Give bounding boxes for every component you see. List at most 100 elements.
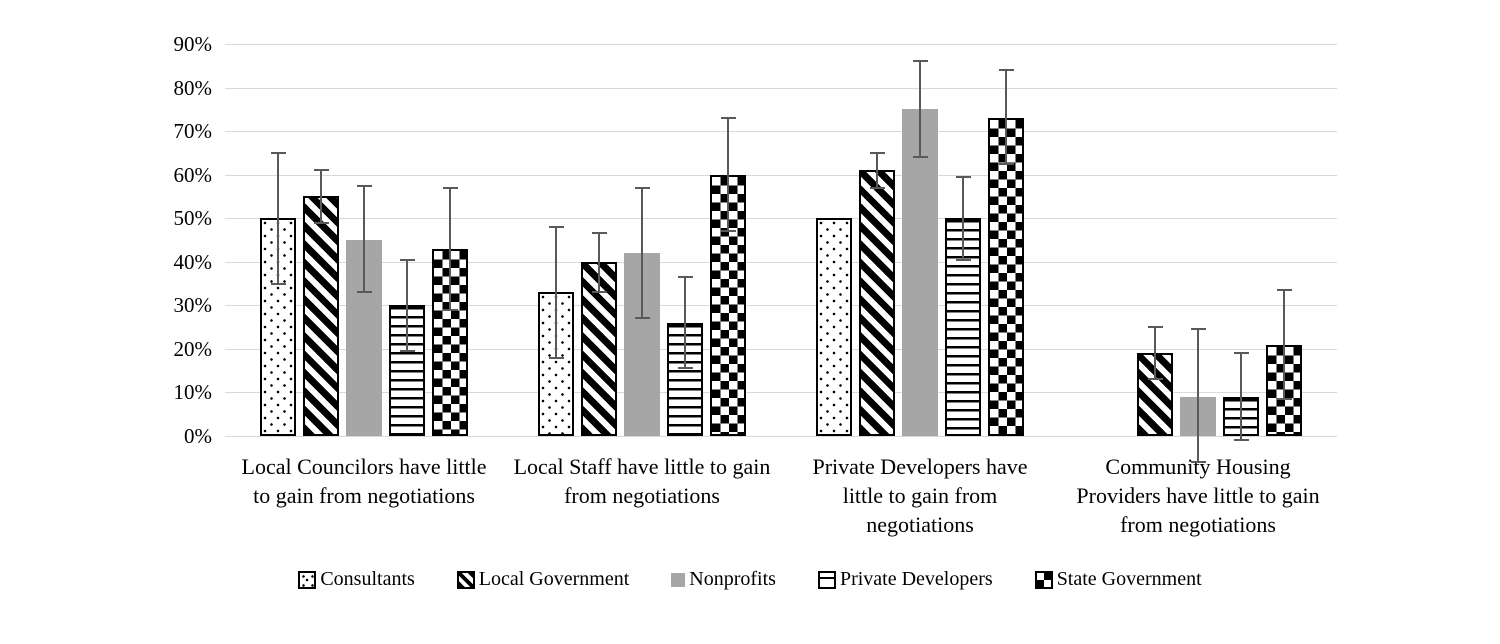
- error-bar-cap: [548, 225, 564, 228]
- legend-item-local-government: Local Government: [456, 568, 630, 591]
- error-bar-cap: [356, 291, 372, 294]
- error-bar-cap: [1190, 461, 1206, 464]
- y-axis-tick-label: 0%: [184, 424, 212, 448]
- gridline: [225, 87, 1337, 89]
- y-axis-tick-label: 80%: [173, 75, 213, 100]
- error-bar-cap: [634, 317, 650, 320]
- category-label: Community Housing Providers have little …: [1076, 454, 1320, 537]
- error-bar-cap: [1276, 397, 1292, 400]
- error-bar-cap: [548, 356, 564, 359]
- gridline: [225, 218, 1337, 220]
- legend-swatch-diagonal-icon: [456, 570, 475, 589]
- gridline: [225, 174, 1337, 176]
- error-bar-cap: [677, 367, 693, 370]
- error-bar-cap: [1147, 326, 1163, 329]
- error-bar-cap: [313, 169, 329, 172]
- error-bar-cap: [442, 186, 458, 189]
- gridline: [225, 131, 1337, 133]
- error-bar-nonprofits: [641, 187, 643, 319]
- error-bar-consultants: [277, 152, 279, 284]
- bar-local-government: [303, 196, 339, 436]
- error-bar-cap: [399, 350, 415, 353]
- error-bar-cap: [912, 156, 928, 159]
- y-axis-tick-label: 90%: [173, 32, 213, 56]
- error-bar-cap: [313, 221, 329, 224]
- bar-private-developers: [667, 322, 703, 436]
- y-axis-tick-label: 60%: [173, 162, 213, 187]
- legend: Consultants Local Government Nonprofits Pri…: [0, 568, 1500, 591]
- error-bar-local-government: [598, 233, 600, 293]
- legend-swatch-dots-icon: [298, 570, 317, 589]
- bar-state-government: [988, 118, 1024, 436]
- legend-label: Nonprofits: [689, 568, 776, 590]
- gridline: [225, 305, 1337, 307]
- error-bar-cap: [1147, 378, 1163, 381]
- error-bar-cap: [720, 117, 736, 120]
- error-bar-cap: [270, 282, 286, 285]
- error-bar-cap: [720, 230, 736, 233]
- legend-label: State Government: [1056, 568, 1202, 590]
- error-bar-state-government: [727, 118, 729, 232]
- bar-private-developers: [389, 305, 425, 436]
- error-bar-cap: [591, 232, 607, 235]
- y-axis-tick-label: 10%: [173, 380, 213, 405]
- gridline: [225, 348, 1337, 350]
- error-bar-cap: [591, 291, 607, 294]
- error-bar-cap: [1233, 352, 1249, 355]
- y-axis-tick-label: 30%: [173, 293, 213, 318]
- legend-item-nonprofits: Nonprofits: [671, 568, 776, 591]
- legend-label: Local Government: [478, 568, 630, 590]
- y-axis-tick-label: 70%: [173, 119, 213, 144]
- category-label: Local Staff have little to gain from neg…: [513, 454, 771, 508]
- error-bar-private-developers: [684, 277, 686, 369]
- error-bar-consultants: [555, 226, 557, 358]
- error-bar-state-government: [1283, 290, 1285, 399]
- error-bar-cap: [356, 184, 372, 187]
- category-label: Private Developers have little to gain f…: [812, 454, 1028, 537]
- legend-label: Consultants: [320, 568, 415, 590]
- error-bar-cap: [634, 186, 650, 189]
- legend-item-private-developers: Private Developers: [817, 568, 993, 591]
- bar-nonprofits: [902, 109, 938, 436]
- error-bar-nonprofits: [919, 61, 921, 158]
- legend-swatch-checker-icon: [1034, 570, 1053, 589]
- error-bar-cap: [1276, 289, 1292, 292]
- error-bar-local-government: [876, 152, 878, 188]
- error-bar-cap: [270, 151, 286, 154]
- error-bar-cap: [998, 162, 1014, 165]
- gridline: [225, 261, 1337, 263]
- legend-label: Private Developers: [839, 568, 993, 590]
- error-bar-private-developers: [962, 176, 964, 260]
- x-axis-labels: Local Councilors have little to gain fro…: [225, 452, 1337, 552]
- y-axis-tick-label: 50%: [173, 206, 213, 231]
- legend-swatch-solid-icon: [671, 572, 686, 587]
- gridline: [225, 392, 1337, 394]
- plot-area: [225, 44, 1337, 464]
- error-bar-cap: [955, 175, 971, 178]
- bar-local-government: [859, 170, 895, 436]
- error-bar-private-developers: [406, 259, 408, 352]
- error-bar-private-developers: [1240, 353, 1242, 441]
- error-bar-cap: [912, 60, 928, 63]
- category-label: Local Councilors have little to gain fro…: [241, 454, 487, 508]
- bar-consultants: [816, 218, 852, 436]
- y-axis-tick-label: 20%: [173, 336, 213, 361]
- y-axis-tick-label: 40%: [173, 249, 213, 274]
- error-bar-local-government: [1154, 327, 1156, 380]
- bar-local-government: [1137, 353, 1173, 436]
- error-bar-local-government: [320, 170, 322, 223]
- error-bar-state-government: [449, 187, 451, 310]
- error-bar-state-government: [1005, 70, 1007, 164]
- error-bar-cap: [677, 276, 693, 279]
- error-bar-cap: [1190, 328, 1206, 331]
- error-bar-nonprofits: [1197, 329, 1199, 463]
- error-bar-cap: [1233, 439, 1249, 442]
- legend-swatch-hlines-icon: [817, 570, 836, 589]
- error-bar-cap: [399, 258, 415, 261]
- error-bar-cap: [442, 308, 458, 311]
- error-bar-cap: [955, 258, 971, 261]
- legend-item-state-government: State Government: [1034, 568, 1202, 591]
- error-bar-cap: [869, 186, 885, 189]
- gridline: [225, 44, 1337, 45]
